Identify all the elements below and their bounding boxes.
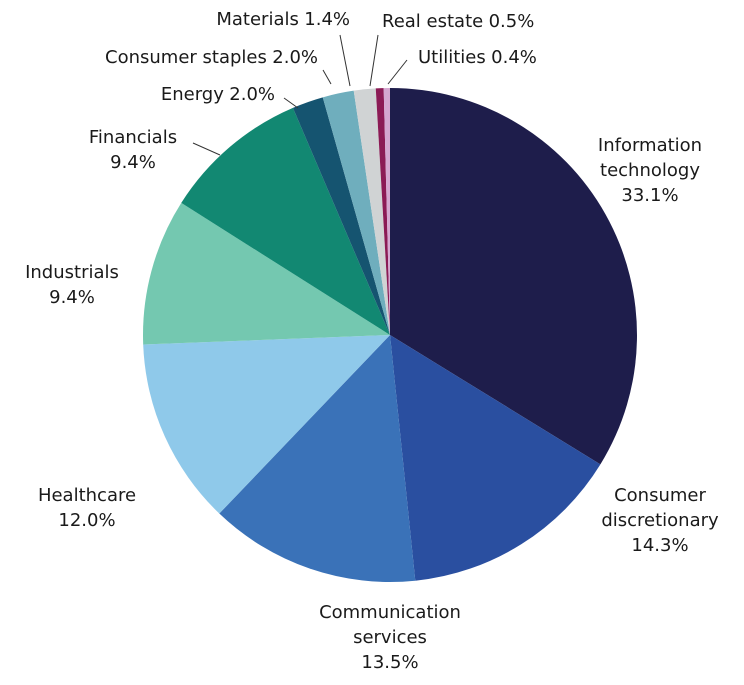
leader-line <box>339 34 351 87</box>
leader-line <box>283 97 299 109</box>
category-name: Utilities <box>418 47 486 68</box>
pie-slice <box>375 88 390 335</box>
slice-label: Energy 2.0% <box>161 82 275 107</box>
value-label: 14.3% <box>631 535 689 556</box>
slice-label: Communication services 13.5% <box>295 600 485 675</box>
category-name: Healthcare <box>37 485 137 506</box>
slice-label: Consumer discretionary 14.3% <box>585 483 735 558</box>
leader-line <box>387 59 408 85</box>
pie-slice <box>219 335 416 582</box>
category-name: Energy <box>160 84 224 105</box>
pie-slice <box>353 88 390 335</box>
slice-label: Consumer staples 2.0% <box>105 45 318 70</box>
category-name: Industrials <box>25 262 119 283</box>
value-label: 2.0% <box>272 47 318 68</box>
category-name: Consumer staples <box>105 47 267 68</box>
slice-label: Real estate 0.5% <box>382 9 534 34</box>
value-label: 13.5% <box>361 652 419 673</box>
slice-label: Financials 9.4% <box>68 125 198 175</box>
pie-slice <box>143 202 390 345</box>
value-label: 33.1% <box>621 185 679 206</box>
leader-lines <box>192 34 408 156</box>
pie-slice <box>143 335 390 514</box>
pie-slice <box>292 97 390 335</box>
slice-label: Industrials 9.4% <box>7 260 137 310</box>
value-label: 9.4% <box>49 287 95 308</box>
value-label: 2.0% <box>229 84 275 105</box>
category-name: Information technology <box>597 135 703 181</box>
leader-line <box>369 34 379 87</box>
slice-label: Healthcare 12.0% <box>22 483 152 533</box>
slice-label: Utilities 0.4% <box>418 45 537 70</box>
leader-line <box>192 142 221 156</box>
value-label: 0.5% <box>488 11 535 32</box>
pie-slice <box>390 88 638 465</box>
pie-slice <box>383 88 390 335</box>
pie-slice <box>322 90 390 336</box>
value-label: 1.4% <box>304 9 350 30</box>
pie-slice <box>390 335 601 581</box>
category-name: Real estate <box>382 11 484 32</box>
category-name: Consumer discretionary <box>601 485 719 531</box>
leader-line <box>322 69 332 85</box>
slice-label: Materials 1.4% <box>216 7 350 32</box>
value-label: 12.0% <box>58 510 116 531</box>
value-label: 9.4% <box>110 152 156 173</box>
pie-slice <box>181 107 390 335</box>
category-name: Financials <box>88 127 178 148</box>
value-label: 0.4% <box>491 47 537 68</box>
category-name: Materials <box>216 9 299 30</box>
slice-label: Information technology 33.1% <box>575 133 725 208</box>
category-name: Communication services <box>319 602 461 648</box>
